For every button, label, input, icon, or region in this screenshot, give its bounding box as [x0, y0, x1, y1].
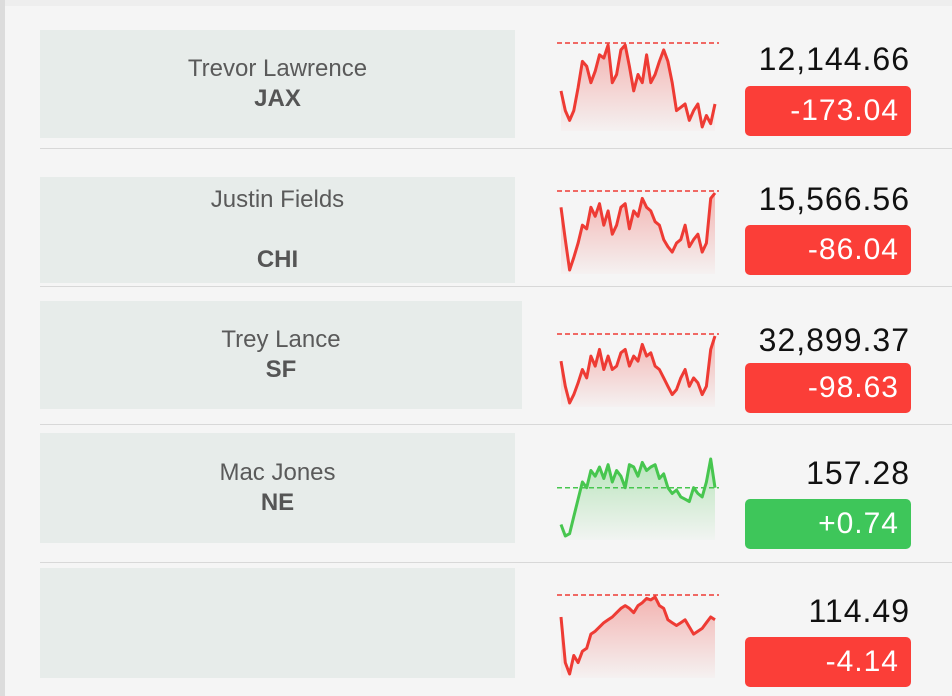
sparkline-area — [561, 193, 715, 274]
stock-row[interactable]: Trey Lance SF 32,899.37 -98.63 — [5, 287, 952, 425]
stock-row[interactable]: Mac Jones NE 157.28 +0.74 — [5, 425, 952, 563]
price-value: 114.49 — [808, 593, 910, 629]
row-divider — [40, 424, 952, 425]
price-value: 15,566.56 — [758, 181, 910, 217]
sparkline-chart — [557, 42, 719, 131]
sparkline-area — [561, 597, 715, 678]
team-code: JAX — [254, 85, 301, 112]
player-name: Trevor Lawrence — [187, 55, 368, 82]
sparkline-line — [559, 192, 717, 272]
window-top-border — [0, 0, 952, 6]
player-label-box: Mac Jones NE — [40, 433, 515, 543]
sparkline-area — [561, 45, 715, 131]
stock-row[interactable]: Justin Fields CHI 15,566.56 -86.04 — [5, 149, 952, 287]
player-label-box — [40, 568, 515, 678]
price-value: 32,899.37 — [758, 322, 910, 358]
sparkline-line — [559, 43, 717, 129]
sparkline-chart — [557, 457, 719, 540]
row-divider — [40, 286, 952, 287]
player-name: Trey Lance — [221, 326, 341, 353]
sparkline-chart — [557, 594, 719, 678]
player-name: Mac Jones — [219, 459, 336, 486]
player-name: Justin Fields — [210, 186, 345, 213]
sparkline-area — [561, 459, 715, 540]
price-value: 157.28 — [806, 455, 910, 491]
team-code: CHI — [256, 246, 299, 273]
team-code: SF — [265, 356, 297, 383]
sparkline-chart — [557, 333, 719, 407]
price-value: 12,144.66 — [758, 41, 910, 77]
sparkline-chart — [557, 190, 719, 274]
sparkline-line — [559, 335, 717, 405]
change-badge[interactable]: -173.04 — [745, 86, 911, 136]
sparkline-line — [559, 595, 716, 676]
team-code: NE — [260, 489, 295, 516]
change-badge[interactable]: -86.04 — [745, 225, 911, 275]
row-divider — [40, 562, 952, 563]
row-divider — [40, 148, 952, 149]
sparkline-line — [559, 457, 717, 538]
window-left-border — [0, 0, 5, 696]
stock-row[interactable]: Trevor Lawrence JAX 12,144.66 -173.04 — [5, 6, 952, 149]
stock-row[interactable]: 114.49 -4.14 — [5, 563, 952, 696]
change-badge[interactable]: -4.14 — [745, 637, 911, 687]
change-badge[interactable]: -98.63 — [745, 363, 911, 413]
player-label-box: Trey Lance SF — [40, 301, 522, 409]
change-badge[interactable]: +0.74 — [745, 499, 911, 549]
player-label-box: Trevor Lawrence JAX — [40, 30, 515, 138]
stock-list[interactable]: Trevor Lawrence JAX 12,144.66 -173.04 Ju… — [5, 6, 952, 696]
player-label-box: Justin Fields CHI — [40, 177, 515, 283]
